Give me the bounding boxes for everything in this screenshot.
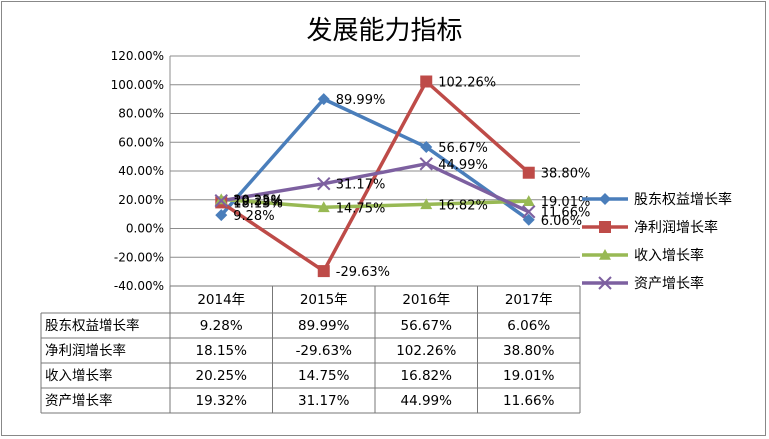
- y-tick-label: 120.00%: [111, 49, 164, 63]
- series-line: [221, 197, 529, 210]
- diamond-marker: [522, 213, 535, 226]
- x-marker-stroke: [522, 205, 536, 219]
- table-cell: 9.28%: [200, 318, 243, 334]
- table-cell: 6.06%: [507, 318, 550, 334]
- table-cell: 20.25%: [196, 368, 248, 384]
- table-cell: 44.99%: [401, 393, 453, 409]
- data-label: 89.99%: [336, 93, 386, 108]
- triangle-marker: [522, 195, 535, 206]
- diamond-marker: [599, 193, 611, 205]
- triangle-marker: [599, 249, 611, 260]
- table-cell: 31.17%: [298, 393, 350, 409]
- triangle-marker: [317, 201, 330, 213]
- series-line: [220, 162, 530, 214]
- table-cell: 18.15%: [196, 343, 248, 359]
- chart-title: 发展能力指标: [306, 16, 463, 46]
- y-tick-label: 0.00%: [126, 222, 164, 236]
- square-marker: [420, 75, 433, 88]
- y-tick-label: 100.00%: [111, 78, 164, 92]
- table-cell: 19.01%: [503, 368, 555, 384]
- data-labels: 9.28% 89.99% 56.67% 6.06% 18.15% -29.63% 102.2…: [233, 76, 590, 281]
- data-label: -29.63%: [336, 265, 390, 280]
- table-cell: 11.66%: [503, 393, 555, 409]
- diamond-marker: [215, 209, 228, 222]
- table-cell: 38.80%: [503, 343, 555, 359]
- data-label: 11.66%: [541, 206, 591, 221]
- legend-label: 股东权益增长率: [634, 191, 732, 208]
- series-lines: [219, 79, 530, 273]
- table-cell: 14.75%: [298, 368, 350, 384]
- diamond-marker: [317, 93, 330, 106]
- data-label: 19.01%: [541, 195, 591, 210]
- y-tick-label: -40.00%: [114, 279, 164, 293]
- diamond-marker: [420, 141, 433, 154]
- x-marker: [598, 276, 612, 290]
- table-cell: 56.67%: [401, 318, 453, 334]
- x-marker-stroke: [419, 157, 433, 171]
- data-label: 56.67%: [438, 141, 488, 156]
- triangle-marker: [420, 198, 433, 210]
- square-marker: [522, 166, 535, 179]
- table-header-year: 2014年: [197, 292, 245, 308]
- y-tick-label: 60.00%: [118, 135, 164, 149]
- data-label: 38.80%: [541, 167, 591, 182]
- table-header-year: 2015年: [300, 292, 348, 308]
- series-line: [219, 97, 530, 222]
- legend-label: 资产增长率: [634, 275, 704, 292]
- data-label: 14.75%: [336, 201, 386, 216]
- legend-label: 净利润增长率: [634, 219, 718, 236]
- x-marker: [419, 157, 433, 171]
- data-label: 19.32%: [233, 195, 283, 210]
- series-markers: [214, 75, 536, 278]
- x-marker-stroke: [214, 194, 228, 208]
- data-label: 9.28%: [233, 209, 274, 224]
- y-tick-label: 40.00%: [118, 164, 164, 178]
- x-marker: [317, 176, 331, 191]
- square-marker: [317, 265, 330, 278]
- triangle-marker: [215, 193, 228, 205]
- data-label: 44.99%: [438, 158, 488, 173]
- y-axis-ticks: 120.00% 100.00% 80.00% 60.00% 40.00% 20.00% 0.…: [111, 49, 164, 293]
- table-cell: 89.99%: [298, 318, 350, 334]
- legend-label: 收入增长率: [634, 247, 704, 264]
- x-marker: [522, 205, 536, 219]
- series-line: [220, 79, 530, 273]
- x-marker-stroke: [598, 276, 612, 290]
- x-marker: [214, 194, 228, 208]
- data-label: 18.15%: [233, 196, 283, 211]
- table-header-year: 2017年: [505, 292, 553, 308]
- square-marker: [599, 221, 611, 233]
- x-marker-stroke: [317, 176, 331, 191]
- table-row-name: 收入增长率: [45, 367, 113, 384]
- y-tick-label: -20.00%: [114, 250, 164, 264]
- table-row-name: 资产增长率: [45, 392, 113, 409]
- table-row-name: 股东权益增长率: [45, 317, 140, 334]
- data-label: 102.26%: [438, 76, 496, 91]
- gridlines: [169, 55, 580, 287]
- table-row-name: 净利润增长率: [45, 342, 126, 359]
- data-label: 31.17%: [336, 178, 386, 193]
- table-cell: 19.32%: [196, 393, 248, 409]
- table-cell: 16.82%: [401, 368, 453, 384]
- data-label: 16.82%: [438, 198, 488, 213]
- data-label: 20.25%: [233, 193, 283, 208]
- y-tick-label: 20.00%: [118, 193, 164, 207]
- table-cell: 102.26%: [396, 343, 456, 359]
- table-header-year: 2016年: [402, 292, 450, 308]
- table-cell: -29.63%: [296, 343, 353, 359]
- y-tick-label: 80.00%: [118, 107, 164, 121]
- data-label: 6.06%: [541, 214, 582, 229]
